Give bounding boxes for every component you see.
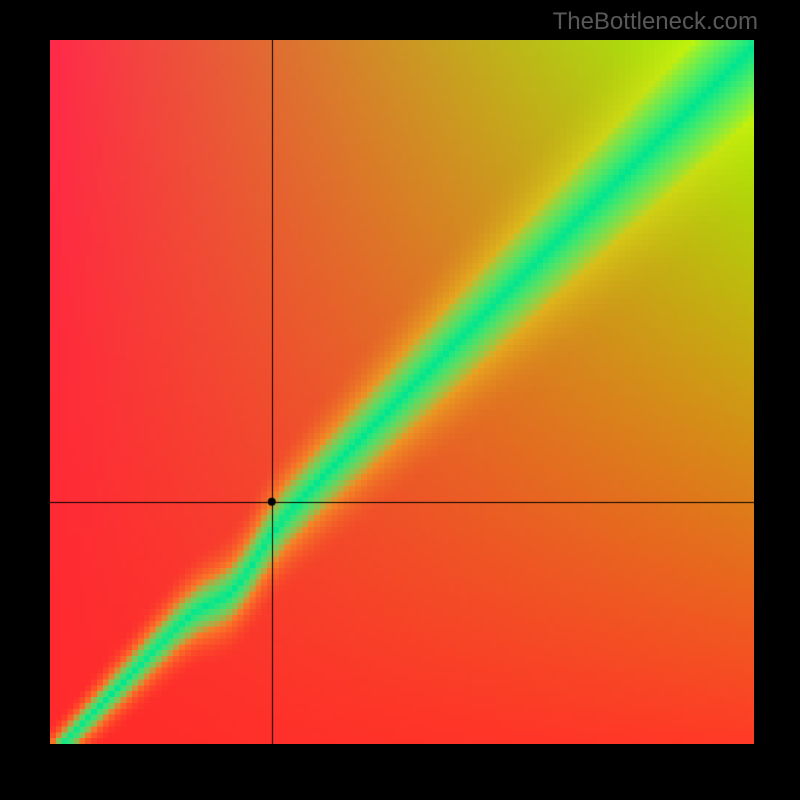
watermark-text: TheBottleneck.com [553,8,758,36]
crosshair-overlay [50,40,754,744]
